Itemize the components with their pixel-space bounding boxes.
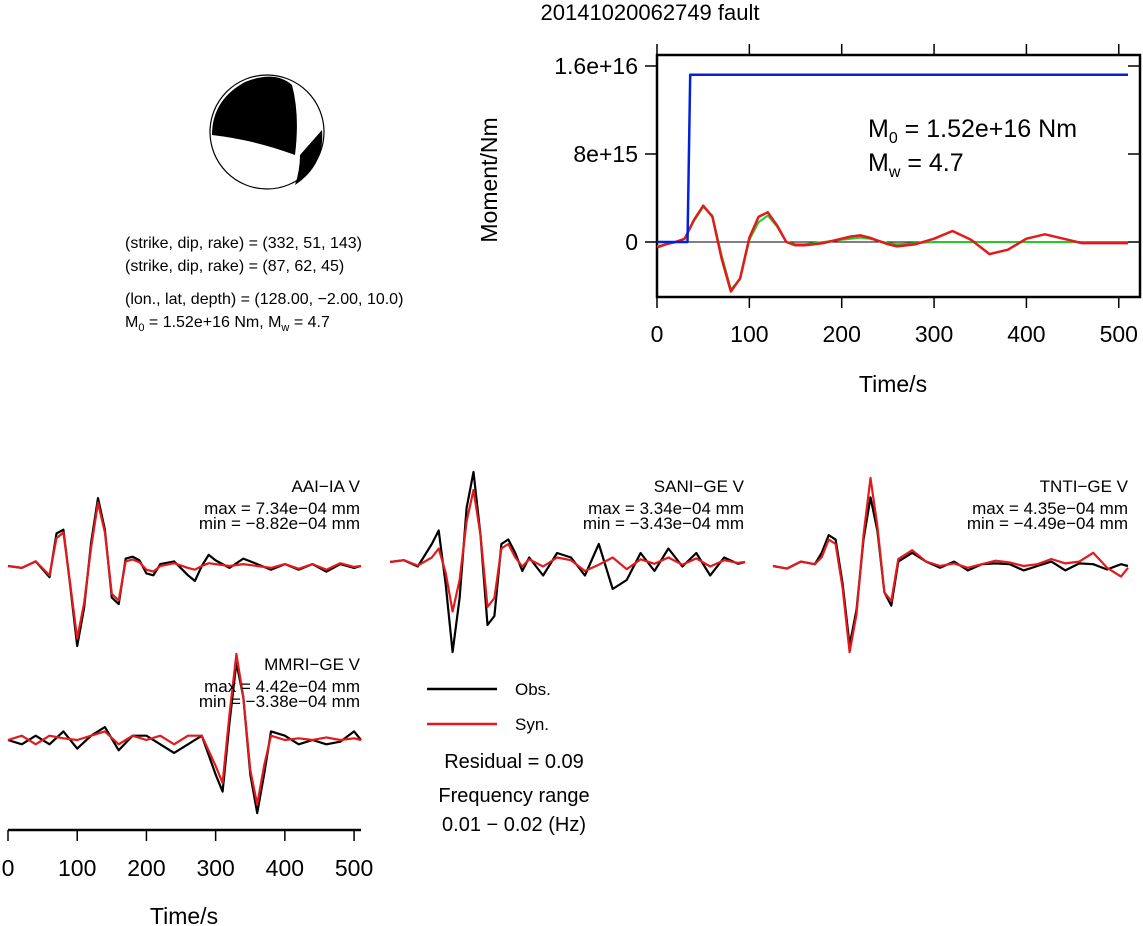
m0-prefix: M <box>125 314 138 331</box>
moment-xtick-label: 100 <box>730 321 768 347</box>
moment-ytick-label: 8e+15 <box>573 141 638 167</box>
moment-xticks: 0 100 200 300 400 500 <box>651 44 1138 347</box>
syn-trace <box>7 501 362 640</box>
nodal-plane-1: (strike, dip, rake) = (332, 51, 143) <box>125 235 362 252</box>
moment-rate-plot: Moment/Nm Time/s 0 8e+15 1.6e+16 0 100 200 30… <box>476 44 1142 397</box>
mw-subscript: w <box>280 322 289 334</box>
moment-lines <box>656 73 1140 293</box>
station-name-tnti: TNTI−GE V <box>1040 477 1129 496</box>
station-max-sani: max = 3.34e−04 mm <box>588 499 744 518</box>
moment-ytick-label: 0 <box>625 229 638 255</box>
waveform-xlabel: Time/s <box>150 903 218 926</box>
moment-magnitude-line: M0 = 1.52e+16 Nm, Mw = 4.7 <box>125 314 330 334</box>
event-location: (lon., lat, depth) = (128.00, −2.00, 10.… <box>125 291 403 308</box>
frequency-range-value: 0.01 − 0.02 (Hz) <box>442 814 586 836</box>
legend-obs-label: Obs. <box>515 680 551 699</box>
station-panel-sani: SANI−GE V max = 3.34e−04 mm min = −3.43e… <box>389 470 746 654</box>
station-min-tnti: min = −4.49e−04 mm <box>967 514 1128 533</box>
moment-xlabel: Time/s <box>859 371 927 397</box>
station-panel-aai: AAI−IA V max = 7.34e−04 mm min = −8.82e−… <box>7 477 362 648</box>
waveform-xtick-label: 200 <box>127 855 165 881</box>
station-name-sani: SANI−GE V <box>654 477 745 496</box>
moment-yticks: 0 8e+15 1.6e+16 <box>554 53 1140 255</box>
waveform-aai <box>7 497 362 648</box>
waveform-xtick-label: 0 <box>2 855 15 881</box>
station-max-mmri: max = 4.42e−04 mm <box>204 677 360 696</box>
station-max-tnti: max = 4.35e−04 mm <box>972 499 1128 518</box>
m0-annotation: M0 = 1.52e+16 Nm <box>868 115 1077 147</box>
waveform-tnti <box>772 476 1129 654</box>
waveform-time-axis: 0 100 200 300 400 500 Time/s <box>2 828 373 926</box>
moment-red-series <box>656 204 1128 293</box>
station-panel-mmri: MMRI−GE V max = 4.42e−04 mm min = −3.38e… <box>7 652 362 815</box>
station-min-mmri: min = −3.38e−04 mm <box>199 692 360 711</box>
mw-text: = 4.7 <box>289 314 330 331</box>
focal-mechanism-beachball <box>209 74 325 190</box>
moment-xtick-label: 400 <box>1007 321 1045 347</box>
obs-trace <box>772 496 1129 647</box>
syn-trace <box>389 488 746 613</box>
moment-xtick-label: 200 <box>823 321 861 347</box>
figure-title: 20141020062749 fault <box>541 0 760 25</box>
obs-trace <box>7 661 362 815</box>
syn-trace <box>7 652 362 806</box>
moment-xtick-label: 0 <box>651 321 664 347</box>
moment-plot-frame <box>655 53 1142 299</box>
station-panel-tnti: TNTI−GE V max = 4.35e−04 mm min = −4.49e… <box>772 476 1129 654</box>
mw-annotation: Mw = 4.7 <box>868 149 964 181</box>
moment-ylabel: Moment/Nm <box>476 117 502 242</box>
station-name-aai: AAI−IA V <box>291 477 360 496</box>
waveform-xtick-label: 300 <box>196 855 234 881</box>
legend: Obs. Syn. <box>427 680 551 734</box>
nodal-plane-2: (strike, dip, rake) = (87, 62, 45) <box>125 258 344 275</box>
residual-text: Residual = 0.09 <box>444 751 584 773</box>
waveform-xtick-label: 100 <box>58 855 96 881</box>
moment-ytick-label: 1.6e+16 <box>554 53 638 79</box>
moment-xtick-label: 300 <box>915 321 953 347</box>
waveform-mmri <box>7 652 362 815</box>
moment-xtick-label: 500 <box>1100 321 1138 347</box>
waveform-xtick-label: 500 <box>335 855 373 881</box>
station-name-mmri: MMRI−GE V <box>264 655 361 674</box>
m0-subscript: 0 <box>138 322 144 334</box>
syn-trace <box>772 476 1129 654</box>
waveform-xticks: 0 100 200 300 400 500 <box>2 830 373 881</box>
waveform-xtick-label: 400 <box>266 855 304 881</box>
waveform-sani <box>389 470 746 654</box>
m0-text: = 1.52e+16 Nm, M <box>144 314 281 331</box>
frequency-range-label: Frequency range <box>438 785 589 807</box>
station-min-sani: min = −3.43e−04 mm <box>583 514 744 533</box>
moment-blue-series <box>657 73 1128 244</box>
station-max-aai: max = 7.34e−04 mm <box>204 499 360 518</box>
legend-syn-label: Syn. <box>515 715 549 734</box>
station-min-aai: min = −8.82e−04 mm <box>199 514 360 533</box>
